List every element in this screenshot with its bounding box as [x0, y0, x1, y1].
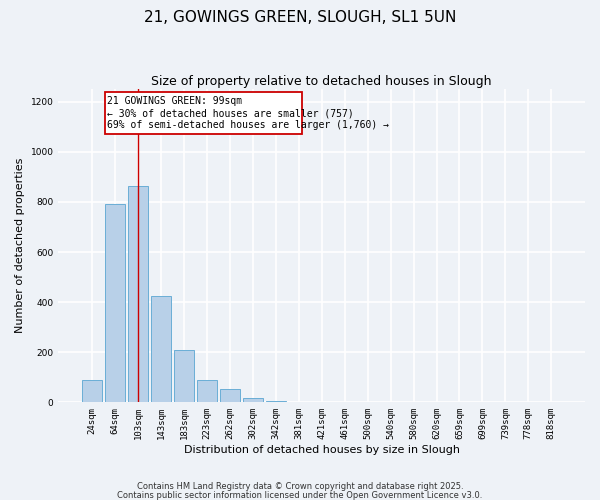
- Bar: [128, 186, 148, 402]
- Text: 21, GOWINGS GREEN, SLOUGH, SL1 5UN: 21, GOWINGS GREEN, SLOUGH, SL1 5UN: [144, 10, 456, 25]
- Bar: [151, 296, 171, 403]
- Text: 69% of semi-detached houses are larger (1,760) →: 69% of semi-detached houses are larger (…: [107, 120, 389, 130]
- Bar: [266, 401, 286, 402]
- Bar: [197, 380, 217, 402]
- Title: Size of property relative to detached houses in Slough: Size of property relative to detached ho…: [151, 75, 492, 88]
- Bar: [82, 380, 102, 402]
- Bar: [106, 204, 125, 402]
- FancyBboxPatch shape: [105, 92, 302, 134]
- Bar: [220, 390, 239, 402]
- Text: Contains public sector information licensed under the Open Government Licence v3: Contains public sector information licen…: [118, 490, 482, 500]
- X-axis label: Distribution of detached houses by size in Slough: Distribution of detached houses by size …: [184, 445, 460, 455]
- Text: Contains HM Land Registry data © Crown copyright and database right 2025.: Contains HM Land Registry data © Crown c…: [137, 482, 463, 491]
- Bar: [243, 398, 263, 402]
- Bar: [174, 350, 194, 403]
- Text: 21 GOWINGS GREEN: 99sqm: 21 GOWINGS GREEN: 99sqm: [107, 96, 242, 106]
- Y-axis label: Number of detached properties: Number of detached properties: [15, 158, 25, 334]
- Text: ← 30% of detached houses are smaller (757): ← 30% of detached houses are smaller (75…: [107, 108, 354, 118]
